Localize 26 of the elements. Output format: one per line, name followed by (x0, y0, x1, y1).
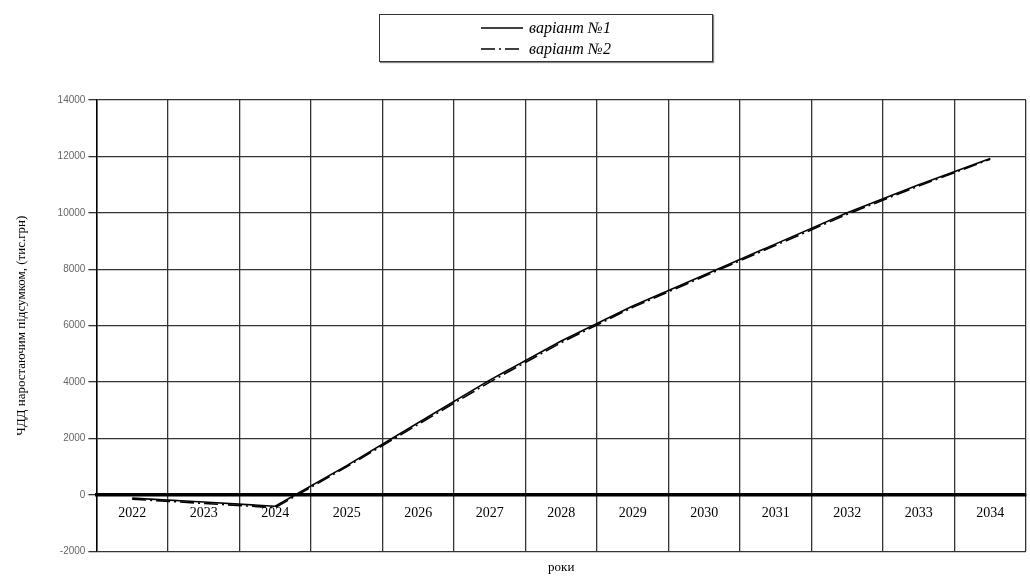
legend-label: варіант №1 (529, 18, 611, 37)
legend-label: варіант №2 (529, 39, 611, 58)
x-tick-label: 2032 (833, 505, 862, 521)
y-tick-label: 14000 (57, 93, 86, 105)
x-tick-label: 2033 (904, 505, 933, 521)
x-tick-label: 2022 (118, 505, 147, 521)
x-tick-label: 2031 (761, 505, 790, 521)
y-tick-label: 2000 (63, 432, 86, 444)
x-tick-label: 2027 (475, 505, 504, 521)
x-tick-label: 2024 (261, 505, 290, 521)
y-tick-label: 12000 (57, 150, 86, 162)
x-tick-label: 2025 (332, 505, 361, 521)
x-tick-label: 2026 (404, 505, 433, 521)
x-tick-label: 2034 (976, 505, 1005, 521)
y-tick-label: 4000 (63, 375, 86, 387)
x-axis-title: роки (548, 558, 575, 574)
x-tick-label: 2030 (690, 505, 719, 521)
x-tick-label: 2023 (189, 505, 218, 521)
y-tick-label: 8000 (63, 263, 86, 275)
y-tick-label: 6000 (63, 319, 86, 331)
y-tick-label: -2000 (59, 545, 86, 557)
x-tick-label: 2029 (618, 505, 647, 521)
y-axis-title: ЧДД наростаючим підсумком, (тис.грн) (13, 215, 29, 436)
x-tick-label: 2028 (547, 505, 576, 521)
y-tick-label: 0 (79, 488, 86, 500)
y-tick-label: 10000 (57, 206, 86, 218)
